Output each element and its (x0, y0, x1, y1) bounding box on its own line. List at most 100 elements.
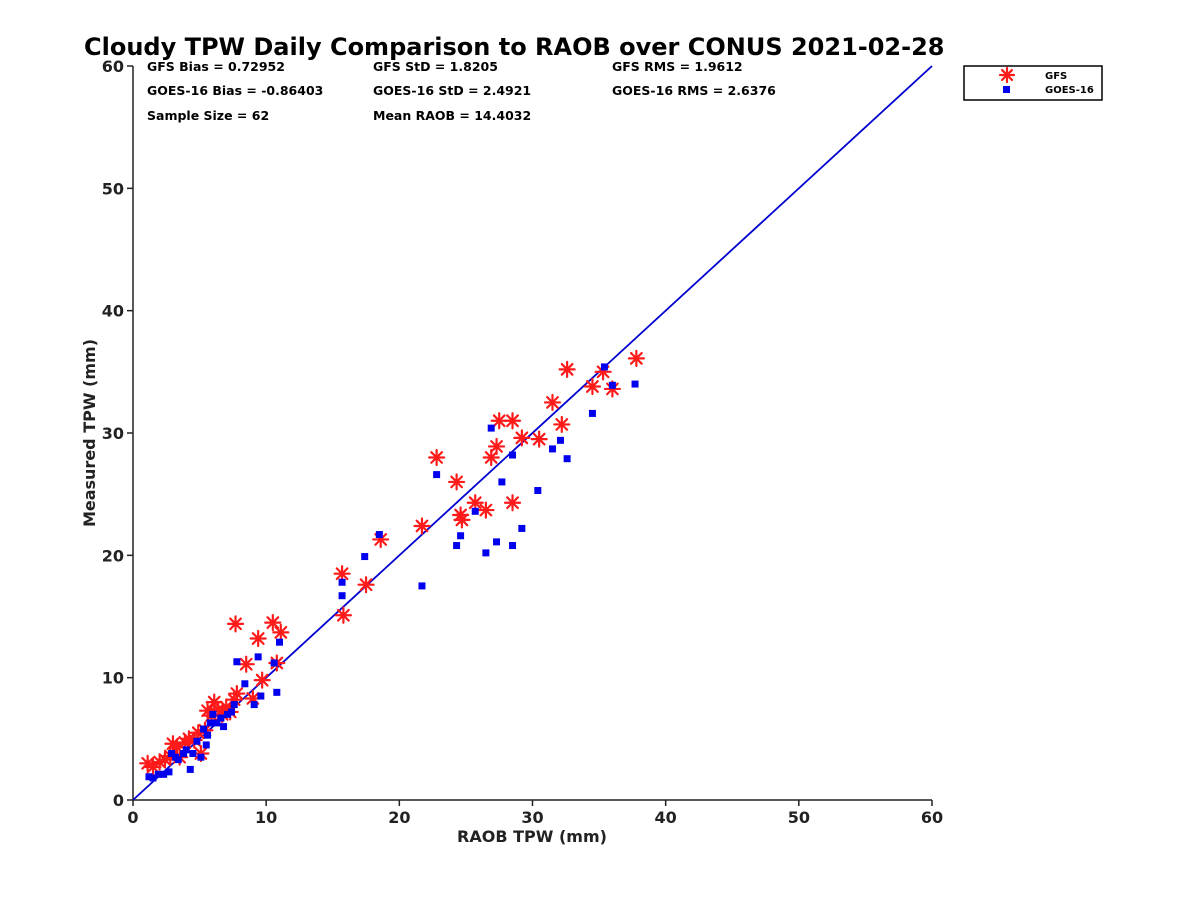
goes-16-point (209, 710, 217, 718)
goes-16-point (556, 436, 564, 444)
goes-16-point (457, 532, 465, 540)
gfs-point (272, 623, 290, 642)
y-tick-label: 60 (102, 57, 124, 76)
goes-16-point (563, 455, 571, 463)
goes-16-point (224, 710, 232, 718)
gfs-point (264, 614, 282, 632)
goes-16-point (509, 542, 517, 550)
y-axis-label: Measured TPW (mm) (80, 339, 99, 527)
stat-mean-raob: Mean RAOB = 14.4032 (373, 108, 531, 123)
goes-16-point (200, 725, 208, 733)
goes-16-point (230, 701, 238, 709)
stat-gfs-bias: GFS Bias = 0.72952 (147, 59, 285, 74)
gfs-point (543, 393, 562, 412)
gfs-point (530, 430, 548, 448)
legend-goes-label: GOES-16 (1045, 85, 1094, 96)
legend-box (963, 65, 1103, 101)
gfs-point (228, 684, 246, 703)
stat-goes-bias: GOES-16 Bias = -0.86403 (147, 83, 323, 98)
gfs-point (413, 517, 431, 535)
goes-16-point (518, 524, 526, 532)
gfs-point (487, 437, 506, 456)
goes-16-point (471, 507, 479, 515)
goes-16-point (233, 658, 241, 666)
goes-16-point (509, 451, 517, 459)
x-tick-label: 40 (655, 808, 677, 827)
goes-16-point (202, 741, 210, 749)
gfs-point (334, 606, 353, 624)
gfs-point (453, 511, 471, 529)
goes-16-point (498, 478, 506, 486)
goes-16-point (197, 753, 205, 761)
goes-16-point (433, 471, 441, 479)
goes-16-point (250, 701, 258, 709)
goes-16-point (254, 653, 262, 661)
x-tick-label: 20 (388, 808, 410, 827)
goes-16-point (182, 746, 190, 754)
stat-goes-rms: GOES-16 RMS = 2.6376 (612, 83, 776, 98)
goes-16-point (160, 770, 168, 778)
goes-16-point (186, 765, 194, 773)
legend-goes-square-marker (1003, 86, 1010, 93)
goes-16-point (180, 750, 188, 758)
gfs-point (428, 448, 446, 467)
goes-16-point (600, 363, 608, 371)
gfs-point (237, 655, 255, 673)
stat-gfs-std: GFS StD = 1.8205 (373, 59, 498, 74)
y-tick-label: 40 (102, 302, 124, 321)
goes-16-point (534, 486, 542, 494)
goes-16-point (257, 692, 265, 700)
stat-sample-size: Sample Size = 62 (147, 108, 269, 123)
goes-16-point (204, 731, 212, 739)
stat-gfs-rms: GFS RMS = 1.9612 (612, 59, 743, 74)
goes-16-point (189, 750, 197, 758)
gfs-point (333, 565, 351, 583)
stats-block: GFS Bias = 0.72952 GFS StD = 1.8205 GFS … (147, 59, 776, 123)
x-axis-label: RAOB TPW (mm) (457, 827, 607, 846)
gfs-point (253, 671, 271, 689)
goes-16-point (361, 553, 369, 561)
y-tick-label: 20 (102, 546, 124, 565)
gfs-point (490, 412, 508, 430)
goes-16-point (338, 578, 346, 586)
goes-16-point (273, 688, 281, 696)
y-tick-label: 30 (102, 424, 124, 443)
x-tick-label: 10 (255, 808, 277, 827)
goes-16-point (213, 719, 221, 727)
legend: GFS GOES-16 (963, 65, 1103, 101)
goes-16-point (165, 768, 173, 776)
goes-16-point (168, 750, 176, 758)
goes-16-point (217, 714, 225, 722)
gfs-point (503, 494, 522, 512)
goes-16-point (631, 380, 639, 388)
goes-16-point (588, 409, 596, 417)
legend-gfs-label: GFS (1045, 71, 1067, 82)
gfs-point (466, 494, 484, 512)
goes-16-point (241, 680, 249, 688)
goes-16-point (145, 773, 153, 781)
legend-gfs-asterisk-marker (998, 66, 1016, 84)
gfs-point (226, 615, 245, 633)
goes-16-point (275, 638, 283, 646)
goes-16-point (608, 381, 616, 389)
goes-16-point (149, 774, 157, 782)
y-tick-label: 50 (102, 179, 124, 198)
gfs-point (553, 415, 571, 434)
goes-16-point (338, 592, 346, 600)
x-tick-label: 60 (921, 808, 943, 827)
goes-16-point (228, 708, 236, 716)
x-tick-label: 0 (127, 808, 138, 827)
goes-16-point (174, 756, 182, 764)
gfs-point (249, 629, 267, 648)
legend-gfs-asterisk (998, 66, 1016, 84)
stat-goes-std: GOES-16 StD = 2.4921 (373, 83, 531, 98)
gfs-point (583, 377, 602, 396)
gfs-point (503, 412, 522, 430)
goes-16-point (193, 737, 201, 745)
goes-16-point (453, 542, 461, 550)
gfs-point (357, 576, 375, 594)
gfs-point (627, 349, 645, 367)
goes-16-point (493, 538, 501, 546)
y-tick-label: 10 (102, 669, 124, 688)
